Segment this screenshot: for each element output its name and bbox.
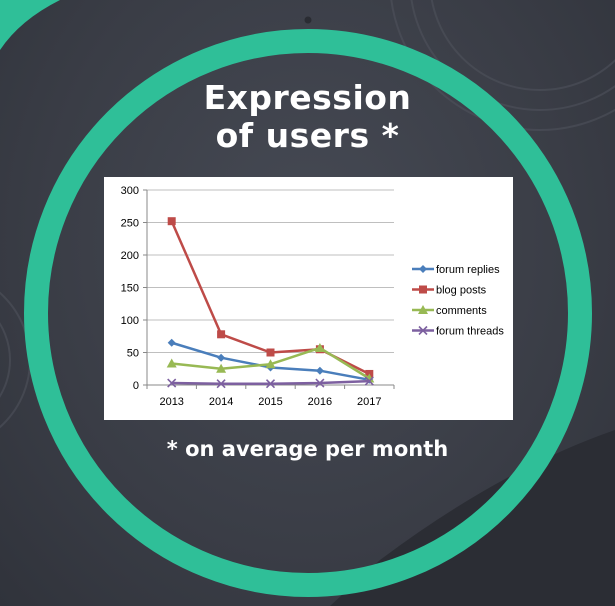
- legend-label: comments: [436, 305, 487, 317]
- point-comments-2013: [166, 358, 177, 368]
- point-forum-threads-2013: [167, 378, 177, 388]
- legend: forum replies blog posts comments forum thr…: [412, 264, 504, 338]
- footnote: * on average per month: [166, 437, 449, 461]
- axis-layer: 0 50 100 150 200 250 300 2013 2014 2015 2016 2017: [121, 185, 395, 408]
- x-tick-label: 2017: [357, 396, 381, 408]
- decor-ring-3: [430, 0, 615, 91]
- point-forum-threads-2015-stroke-b: [265, 379, 276, 389]
- decor-ring-2: [410, 0, 615, 111]
- point-comments-2015: [265, 359, 276, 369]
- legend-swatch-marker-blog-posts: [419, 285, 427, 294]
- x-tick-label: 2013: [159, 396, 183, 408]
- point-blog-posts-2013: [167, 217, 176, 226]
- teal-ring: [24, 29, 592, 597]
- point-comments-2016: [314, 342, 325, 352]
- grid-layer: [147, 189, 394, 386]
- legend-label: blog posts: [436, 285, 487, 297]
- decor-ring-1: [390, 0, 615, 131]
- point-forum-threads-2017-stroke-b: [364, 376, 374, 386]
- legend-item-forum-replies: forum replies: [412, 264, 500, 276]
- x-tick-label: 2014: [209, 396, 233, 408]
- point-forum-threads-2016: [315, 378, 325, 388]
- point-forum-threads-2017: [364, 376, 374, 386]
- y-tick-label: 100: [121, 315, 139, 327]
- point-forum-threads-2014-stroke-b: [216, 379, 226, 389]
- legend-item-forum-threads: forum threads: [412, 326, 504, 338]
- legend-item-blog-posts: blog posts: [412, 285, 487, 297]
- headline-line-1: Expression: [203, 78, 412, 117]
- y-tick-label: 250: [121, 218, 139, 230]
- y-tick-label: 300: [121, 185, 139, 197]
- point-forum-threads-2016-stroke-b: [315, 378, 325, 388]
- point-forum-replies-2016: [315, 366, 324, 375]
- decor-ring-5: [0, 322, 11, 398]
- y-tick-label: 50: [127, 348, 139, 360]
- line-chart: 0 50 100 150 200 250 300 2013 2014 2015 2016 2017 f…: [121, 185, 505, 408]
- legend-label: forum threads: [436, 326, 504, 338]
- y-tick-label: 0: [133, 380, 139, 392]
- legend-swatch-marker-forum-replies: [419, 265, 427, 273]
- legend-swatch-marker-forum-threads-stroke-b: [418, 325, 428, 336]
- y-tick-label: 150: [121, 283, 139, 295]
- series-forum-threads: [167, 376, 374, 389]
- series-blog-posts: [167, 217, 374, 378]
- series-comments: [166, 342, 375, 383]
- point-forum-threads-2014: [216, 379, 226, 389]
- x-tick-label: 2016: [308, 396, 332, 408]
- point-forum-replies-2014: [217, 353, 226, 362]
- point-blog-posts-2015: [266, 348, 275, 357]
- legend-label: forum replies: [436, 264, 500, 276]
- headline-line-2: of users *: [215, 116, 400, 155]
- point-forum-threads-2013-stroke-b: [167, 378, 177, 388]
- point-comments-2014: [216, 363, 227, 373]
- y-tick-label: 200: [121, 250, 139, 262]
- point-forum-threads-2015: [265, 379, 276, 389]
- chart-card: 0 50 100 150 200 250 300 2013 2014 2015 2016 2017 f…: [104, 177, 513, 420]
- series-layer: [166, 217, 375, 389]
- legend-swatch-marker-comments: [418, 305, 428, 314]
- ring-dot: [304, 16, 312, 24]
- point-forum-replies-2013: [167, 338, 176, 347]
- corner-accent: [0, 0, 60, 50]
- legend-swatch-marker-forum-threads: [418, 325, 428, 336]
- legend-item-comments: comments: [412, 305, 487, 317]
- x-tick-label: 2015: [258, 396, 282, 408]
- point-blog-posts-2014: [217, 330, 226, 339]
